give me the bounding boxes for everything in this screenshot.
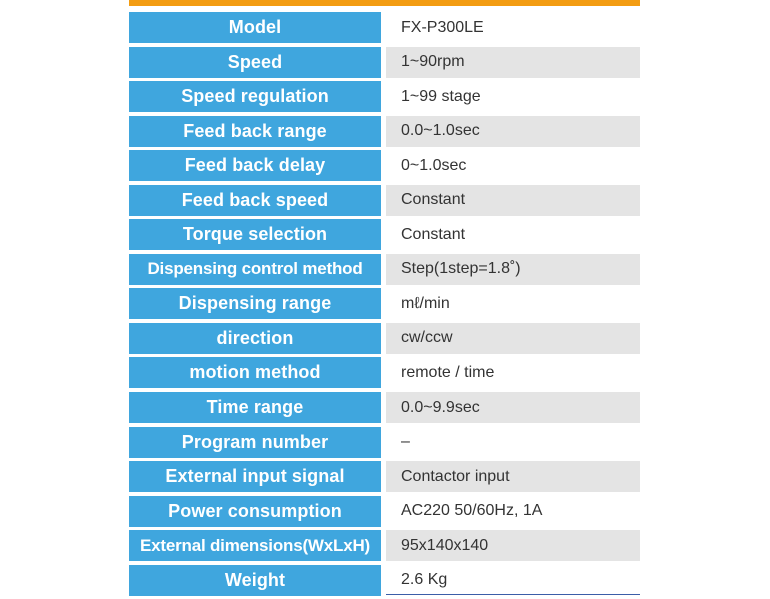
spec-row-model: Model FX-P300LE (129, 12, 640, 43)
spec-table: Model FX-P300LE Speed 1~90rpm Speed regu… (129, 0, 640, 599)
spec-row-power-consumption: Power consumption AC220 50/60Hz, 1A (129, 495, 640, 527)
spec-value: remote / time (386, 357, 640, 389)
spec-row-dispensing-range: Dispensing range mℓ/min (129, 288, 640, 320)
spec-label: direction (129, 322, 381, 354)
accent-bar (129, 0, 640, 6)
spec-value: 0~1.0sec (386, 150, 640, 182)
spec-label: motion method (129, 357, 381, 389)
spec-value: 95x140x140 (386, 530, 640, 562)
spec-value: 2.6 Kg (386, 564, 640, 596)
spec-row-program-number: Program number – (129, 426, 640, 458)
spec-row-time-range: Time range 0.0~9.9sec (129, 392, 640, 424)
spec-value: cw/ccw (386, 322, 640, 354)
spec-value: 0.0~9.9sec (386, 392, 640, 424)
spec-label: Feed back delay (129, 150, 381, 182)
spec-label: Model (129, 12, 381, 43)
spec-row-external-dimensions: External dimensions(WxLxH) 95x140x140 (129, 530, 640, 562)
spec-row-direction: direction cw/ccw (129, 322, 640, 354)
spec-label: Feed back range (129, 115, 381, 147)
spec-row-motion-method: motion method remote / time (129, 357, 640, 389)
spec-value: Constant (386, 219, 640, 251)
spec-row-feed-back-speed: Feed back speed Constant (129, 184, 640, 216)
spec-label: Dispensing control method (129, 253, 381, 285)
spec-label: Torque selection (129, 219, 381, 251)
spec-value: 1~99 stage (386, 81, 640, 113)
spec-value: FX-P300LE (386, 12, 640, 43)
spec-row-external-input-signal: External input signal Contactor input (129, 461, 640, 493)
spec-row-speed-regulation: Speed regulation 1~99 stage (129, 81, 640, 113)
spec-label: Feed back speed (129, 184, 381, 216)
spec-row-weight: Weight 2.6 Kg (129, 564, 640, 596)
spec-value: 1~90rpm (386, 46, 640, 78)
bottom-divider (386, 594, 640, 595)
spec-row-torque-selection: Torque selection Constant (129, 219, 640, 251)
spec-label: External input signal (129, 461, 381, 493)
spec-value: mℓ/min (386, 288, 640, 320)
spec-row-speed: Speed 1~90rpm (129, 46, 640, 78)
spec-label: External dimensions(WxLxH) (129, 530, 381, 562)
spec-value: AC220 50/60Hz, 1A (386, 495, 640, 527)
spec-label: Weight (129, 564, 381, 596)
spec-label: Speed regulation (129, 81, 381, 113)
spec-label: Program number (129, 426, 381, 458)
spec-row-feed-back-delay: Feed back delay 0~1.0sec (129, 150, 640, 182)
spec-row-feed-back-range: Feed back range 0.0~1.0sec (129, 115, 640, 147)
spec-value: 0.0~1.0sec (386, 115, 640, 147)
spec-value: Step(1step=1.8˚) (386, 253, 640, 285)
spec-label: Time range (129, 392, 381, 424)
spec-value: Constant (386, 184, 640, 216)
spec-value: Contactor input (386, 461, 640, 493)
spec-value: – (386, 426, 640, 458)
spec-row-dispensing-control-method: Dispensing control method Step(1step=1.8… (129, 253, 640, 285)
spec-label: Speed (129, 46, 381, 78)
spec-label: Dispensing range (129, 288, 381, 320)
spec-label: Power consumption (129, 495, 381, 527)
